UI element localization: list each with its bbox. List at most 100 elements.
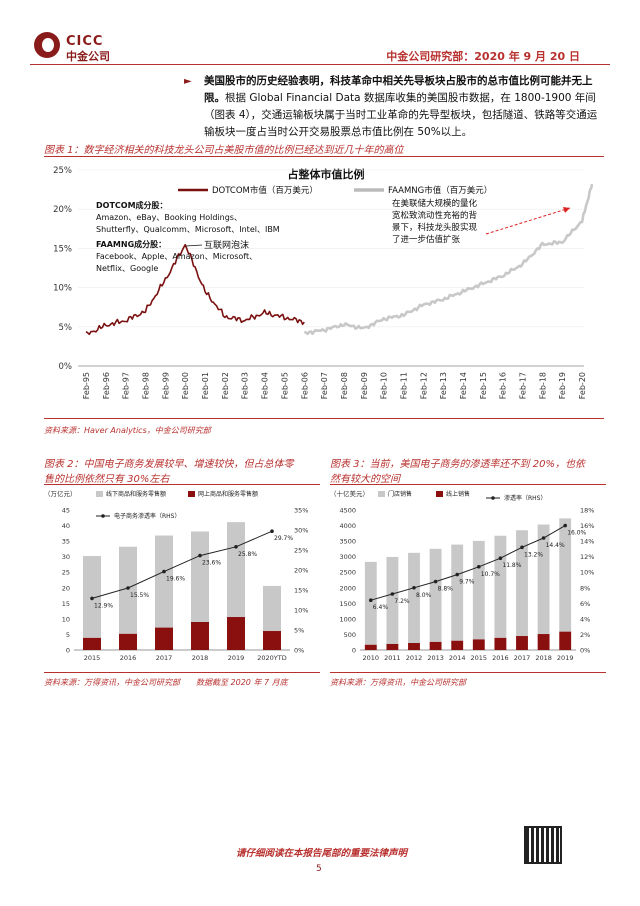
legend-swatch-online	[436, 491, 443, 497]
fig1-x-tick: Feb-10	[380, 372, 389, 399]
y-right-tick: 0%	[294, 647, 304, 655]
y-right-tick: 5%	[294, 627, 304, 635]
penetration-label: 8.8%	[438, 586, 454, 593]
fig1-y-tick: 20%	[53, 205, 72, 215]
bar-online	[494, 637, 507, 650]
legend-swatch-offline	[378, 491, 385, 497]
x-tick: 2017	[156, 654, 173, 662]
fig1-lines	[85, 183, 594, 336]
legend-label-faamng: FAAMNG市值（百万美元）	[388, 185, 492, 196]
bubble-label: 互联网泡沫	[204, 239, 249, 251]
bar-online	[155, 627, 173, 650]
bar-offline	[119, 546, 137, 634]
faamng-list-1: Facebook、Apple、Amazon、Microsoft、	[96, 252, 257, 261]
penetration-point	[90, 596, 94, 601]
penetration-point	[162, 569, 166, 574]
penetration-label: 15.5%	[130, 592, 149, 599]
penetration-point	[412, 585, 416, 590]
fig1-source: 资料来源：Haver Analytics，中金公司研究部	[44, 426, 211, 435]
legend-marker-penetration	[491, 496, 495, 500]
bar-online	[119, 633, 137, 650]
fig1-series-faamng	[304, 183, 594, 336]
bullet-arrow-icon: ►	[184, 76, 192, 87]
right-note-4: 了进一步估值扩张	[392, 234, 461, 245]
x-tick: 2010	[363, 654, 380, 662]
bar-offline	[386, 556, 399, 644]
penetration-point	[433, 579, 438, 584]
fig1-x-tick: Feb-12	[419, 372, 428, 399]
penetration-label: 23.6%	[202, 560, 221, 567]
fig1-x-tick: Feb-05	[280, 372, 289, 399]
penetration-label: 25.8%	[238, 551, 257, 558]
fig1-x-tick: Feb-96	[102, 372, 111, 399]
x-tick: 2015	[84, 654, 101, 662]
penetration-line	[91, 530, 273, 599]
legend-label-online: 线上销售	[446, 490, 470, 498]
fig3-caption: 图表 3：当前，美国电子商务的渗透率还不到 20%，也依 然有较大的空间	[330, 455, 606, 485]
penetration-label: 7.2%	[394, 598, 410, 605]
x-tick: 2013	[427, 654, 444, 662]
penetration-label: 19.6%	[166, 576, 185, 583]
y-left-tick: 20	[62, 584, 70, 592]
logo-text-en: CICC	[66, 34, 104, 49]
x-tick: 2018	[192, 654, 209, 662]
intro-text: 根据 Global Financial Data 数据库收集的美国股市数据，在 …	[204, 92, 598, 138]
fig3-caption-1: 图表 3：当前，美国电子商务的渗透率还不到 20%，也依	[330, 459, 585, 470]
penetration-point	[563, 523, 567, 528]
fig3-unit: （十亿美元）	[330, 489, 369, 498]
legend-label-online: 网上商品和服务零售额	[198, 490, 258, 498]
bar-offline	[364, 561, 377, 645]
fig1-x-tick: Feb-95	[82, 372, 91, 399]
bar-offline	[227, 522, 245, 618]
penetration-point	[126, 586, 130, 590]
page-number: 5	[316, 864, 322, 874]
fig1-rule-bottom	[44, 418, 604, 419]
y-right-tick: 4%	[580, 615, 590, 623]
penetration-label: 11.8%	[502, 562, 521, 569]
bar-offline	[494, 535, 507, 638]
y-left-tick: 3500	[339, 538, 356, 546]
fig1-x-tick: Feb-03	[241, 372, 250, 399]
penetration-point	[477, 564, 481, 569]
bubble-pointer	[185, 244, 203, 247]
fig1-x-tick: Feb-98	[142, 372, 151, 399]
bar-online	[227, 617, 245, 650]
y-right-tick: 6%	[580, 600, 590, 608]
y-left-tick: 40	[62, 522, 70, 530]
x-tick: 2016	[120, 654, 137, 662]
penetration-label: 14.4%	[546, 542, 565, 549]
fig1-x-tick: Feb-99	[161, 372, 170, 399]
fig2-caption: 图表 2：中国电子商务发展较早、增速较快，但占总体零 售的比例依然只有 30%左…	[44, 455, 320, 485]
bar-offline	[191, 531, 209, 622]
fig3-caption-2: 然有较大的空间	[330, 474, 400, 485]
y-left-tick: 500	[344, 631, 356, 639]
penetration-label: 8.0%	[416, 592, 432, 599]
y-left-tick: 0	[352, 647, 356, 655]
fig2-source: 资料来源：万得资讯，中金公司研究部 数据截至 2020 年 7 月底	[44, 678, 288, 687]
bar-offline	[263, 585, 281, 632]
fig3-chart: （十亿美元） 0 500 1000 1500 2000 2500 3000 3500 4000 4…	[330, 489, 594, 662]
fig1-rule-top	[44, 156, 604, 157]
fig1-x-tick: Feb-07	[320, 372, 329, 399]
logo-text-cn: 中金公司	[66, 50, 110, 63]
qr-code-icon	[524, 826, 562, 864]
y-right-tick: 12%	[580, 553, 594, 561]
y-left-tick: 30	[62, 553, 70, 561]
fig3-plot: 0 500 1000 1500 2000 2500 3000 3500 4000 4500 0% 2%…	[339, 490, 594, 662]
bar-online	[386, 643, 399, 650]
y-right-tick: 30%	[294, 527, 308, 535]
bar-offline	[537, 524, 550, 635]
fig1-x-tick: Feb-97	[122, 372, 131, 399]
faamng-heading: FAAMNG成分股：	[96, 239, 166, 249]
penetration-point	[455, 572, 459, 577]
dotcom-heading: DOTCOM成分股：	[96, 200, 168, 210]
bar-online	[472, 639, 485, 650]
penetration-point	[541, 536, 546, 540]
fig1-x-tick: Feb-15	[479, 372, 488, 399]
fig1-x-tick: Feb-08	[340, 372, 349, 399]
y-right-tick: 25%	[294, 547, 308, 555]
y-right-tick: 0%	[580, 647, 590, 655]
y-left-tick: 1500	[339, 600, 356, 608]
fig1-x-tick: Feb-13	[439, 372, 448, 399]
fig2-caption-2: 售的比例依然只有 30%左右	[44, 474, 170, 485]
